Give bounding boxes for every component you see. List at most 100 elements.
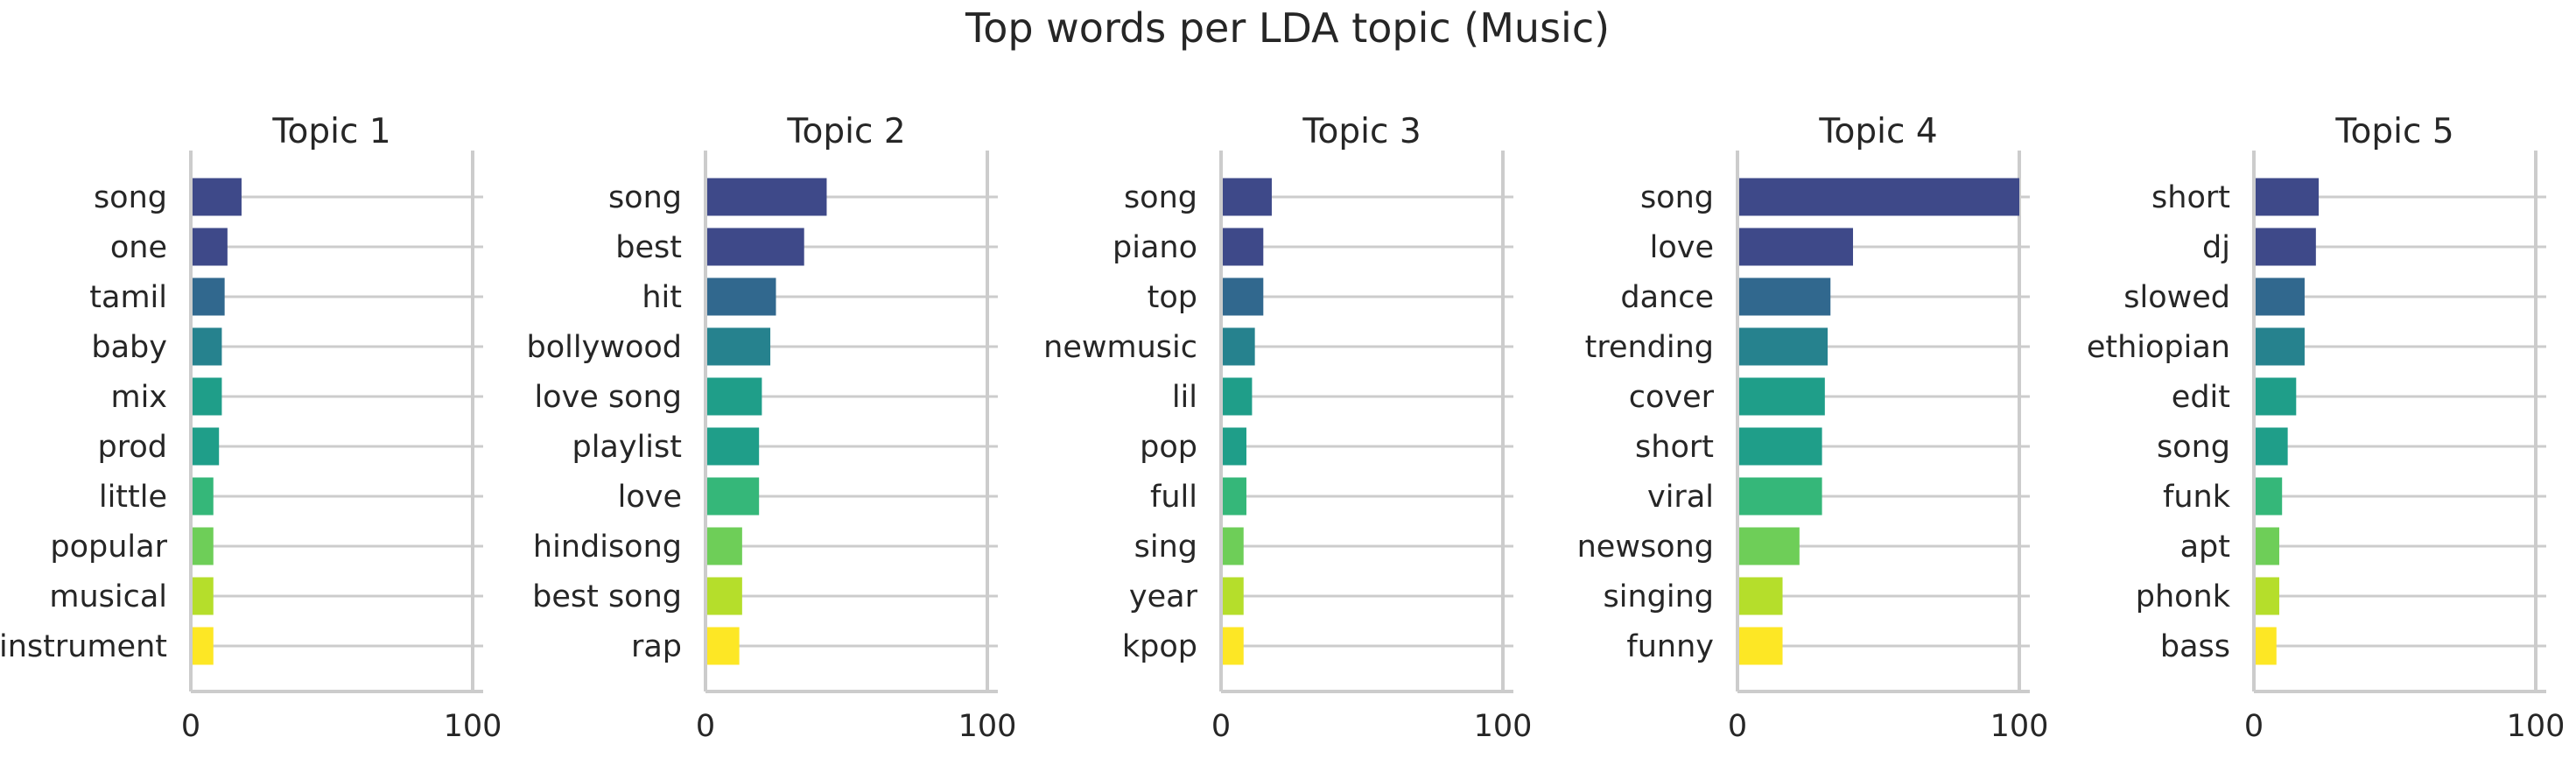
category-label: song (1640, 180, 1714, 215)
panel-topic-2: Topic 2 song best hit bollywood love song play… (527, 112, 1017, 744)
category-label: viral (1647, 480, 1714, 515)
bar (2254, 377, 2297, 416)
category-label: rap (631, 629, 682, 664)
bar (2254, 627, 2277, 665)
category-label: sing (1134, 530, 1197, 565)
category-label: playlist (572, 430, 682, 465)
bar (705, 178, 827, 216)
category-label: funny (1626, 629, 1714, 664)
bar (1737, 277, 1831, 316)
category-label: love (618, 480, 682, 515)
category-label: short (1635, 430, 1714, 465)
bar (2254, 427, 2288, 466)
bar (2254, 277, 2305, 316)
bar (1737, 427, 1822, 466)
category-label: instrument (0, 629, 167, 664)
panel-topic-1: Topic 1 song one tamil baby mix prod little popu… (0, 112, 502, 744)
bar (191, 228, 228, 266)
bar (705, 627, 740, 665)
bar (1737, 377, 1825, 416)
bar (1221, 228, 1264, 266)
bar (191, 627, 214, 665)
category-label: slowed (2123, 280, 2230, 315)
category-label: little (99, 480, 167, 515)
category-label: best song (532, 579, 682, 614)
bar (705, 327, 771, 366)
bar (191, 527, 214, 565)
panel-title: Topic 5 (2334, 112, 2453, 151)
category-label: hit (642, 280, 682, 315)
category-label: phonk (2136, 579, 2231, 614)
bar (1221, 427, 1246, 466)
category-label: popular (50, 530, 167, 565)
bar (705, 427, 760, 466)
bar (705, 527, 742, 565)
bar (705, 377, 762, 416)
category-label: love song (534, 380, 682, 415)
bar (191, 577, 214, 615)
category-label: cover (1629, 380, 1715, 415)
x-tick-label: 0 (181, 709, 200, 744)
category-label: pop (1140, 430, 1197, 465)
bar (1221, 277, 1264, 316)
bar (1221, 577, 1244, 615)
bar (191, 377, 222, 416)
category-label: hindisong (533, 530, 682, 565)
bar (191, 327, 222, 366)
panel-title: Topic 1 (271, 112, 390, 151)
category-label: trending (1585, 330, 1714, 365)
bar (1221, 527, 1244, 565)
x-tick-label: 0 (1728, 709, 1747, 744)
bar (2254, 577, 2279, 615)
panels: Topic 1 song one tamil baby mix prod little popu… (0, 112, 2565, 744)
bar (2254, 178, 2320, 216)
panel-topic-5: Topic 5 short dj slowed ethiopian edit song fun… (2087, 112, 2565, 744)
x-tick-label: 100 (958, 709, 1017, 744)
bar (1737, 327, 1828, 366)
x-tick-label: 0 (696, 709, 715, 744)
bar (191, 277, 225, 316)
category-label: song (2157, 430, 2230, 465)
category-label: mix (110, 380, 167, 415)
bar (1737, 577, 1783, 615)
panel-topic-4: Topic 4 song love dance trending cover short vi… (1577, 112, 2049, 744)
category-label: year (1129, 579, 1198, 614)
category-label: funk (2163, 480, 2231, 515)
bar (191, 427, 220, 466)
category-label: singing (1604, 579, 1714, 614)
bar (1221, 178, 1272, 216)
category-label: song (94, 180, 167, 215)
bar (191, 178, 242, 216)
bar (1737, 178, 2019, 216)
category-label: piano (1113, 230, 1197, 265)
bar (191, 477, 214, 516)
category-label: best (615, 230, 682, 265)
category-label: song (608, 180, 682, 215)
panel-title: Topic 3 (1302, 112, 1421, 151)
x-tick-label: 0 (2244, 709, 2264, 744)
panel-title: Topic 2 (786, 112, 905, 151)
bar (2254, 228, 2316, 266)
category-label: short (2151, 180, 2230, 215)
bar (705, 277, 776, 316)
x-tick-label: 100 (444, 709, 502, 744)
figure-title: Top words per LDA topic (Music) (965, 4, 1610, 52)
bar (1737, 627, 1783, 665)
category-label: edit (2172, 380, 2230, 415)
category-label: dance (1620, 280, 1714, 315)
category-label: love (1650, 230, 1714, 265)
category-label: top (1148, 280, 1197, 315)
category-label: song (1124, 180, 1197, 215)
category-label: bass (2160, 629, 2230, 664)
bar (2254, 327, 2305, 366)
category-label: one (110, 230, 167, 265)
category-label: newmusic (1043, 330, 1197, 365)
category-label: bollywood (527, 330, 682, 365)
category-label: lil (1172, 380, 1197, 415)
category-label: kpop (1122, 629, 1197, 664)
category-label: apt (2180, 530, 2230, 565)
bar (1737, 527, 1800, 565)
bar (1221, 627, 1244, 665)
category-label: baby (91, 330, 167, 365)
